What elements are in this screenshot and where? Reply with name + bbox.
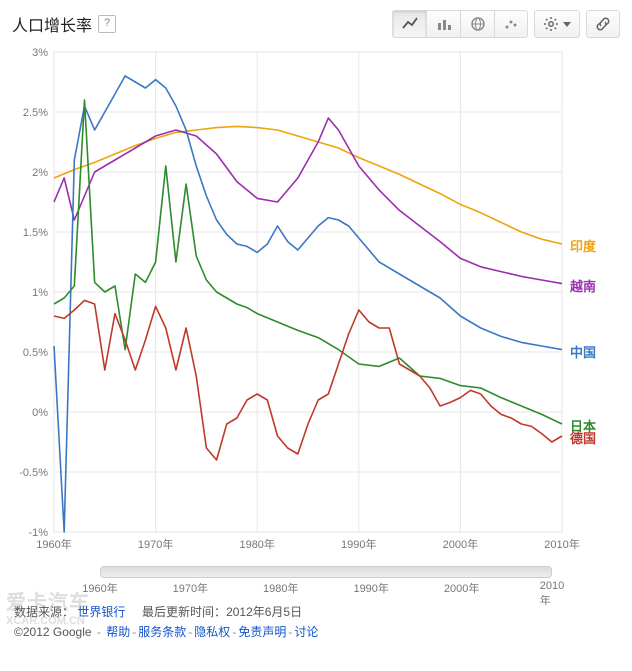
footer-link[interactable]: 服务条款 [138,625,186,639]
series-label-germany[interactable]: 德国 [570,428,596,447]
line-view-button[interactable] [392,10,426,38]
scatter-view-button[interactable] [494,10,528,38]
svg-text:3%: 3% [32,47,48,59]
slider-tick: 1960年 [82,580,117,596]
updated-label: 最后更新时间： [142,605,226,619]
svg-text:1970年: 1970年 [138,537,173,551]
globe-view-button[interactable] [460,10,494,38]
svg-text:0%: 0% [32,407,48,419]
link-button[interactable] [586,10,620,38]
page-title: 人口增长率 [12,12,92,36]
svg-text:1%: 1% [32,287,48,299]
slider-tick: 1990年 [353,580,388,596]
slider-tick: 1980年 [263,580,298,596]
svg-text:2.5%: 2.5% [23,107,48,119]
svg-text:1980年: 1980年 [239,537,274,551]
footer-link[interactable]: 讨论 [294,625,318,639]
footer-link[interactable]: 免责声明 [238,625,286,639]
slider-tick: 2010年 [540,580,564,608]
svg-text:2%: 2% [32,167,48,179]
updated-value: 2012年6月5日 [226,605,302,619]
footer: 数据来源： 世界银行 最后更新时间：2012年6月5日 ©2012 Google… [0,596,632,643]
footer-link[interactable]: 隐私权 [194,625,230,639]
footer-link[interactable]: 帮助 [106,625,130,639]
chart-view-toggle [392,10,528,38]
svg-text:1960年: 1960年 [36,537,71,551]
slider-tick: 2000年 [444,580,479,596]
svg-text:-0.5%: -0.5% [19,467,48,479]
svg-text:0.5%: 0.5% [23,347,48,359]
chevron-down-icon [563,22,571,27]
svg-text:1990年: 1990年 [341,537,376,551]
chart-area: -1% -0.5% 0% 0.5% 1% 1.5% 2% 2.5% 3% 1960年 1970年 19… [0,44,632,564]
series-label-india[interactable]: 印度 [570,236,596,255]
svg-text:-1%: -1% [28,527,48,539]
source-link[interactable]: 世界银行 [77,605,125,619]
bar-view-button[interactable] [426,10,460,38]
slider-tick: 1970年 [173,580,208,596]
source-label: 数据来源： [14,605,74,619]
copyright: ©2012 Google [14,625,92,639]
series-label-china[interactable]: 中国 [570,342,596,361]
help-icon[interactable]: ? [98,15,116,33]
svg-text:1.5%: 1.5% [23,227,48,239]
svg-text:2000年: 2000年 [443,537,478,551]
series-label-vietnam[interactable]: 越南 [570,276,596,295]
svg-text:2010年: 2010年 [544,537,579,551]
settings-button[interactable] [534,10,580,38]
time-slider[interactable]: 1960年1970年1980年1990年2000年2010年 [0,566,632,596]
